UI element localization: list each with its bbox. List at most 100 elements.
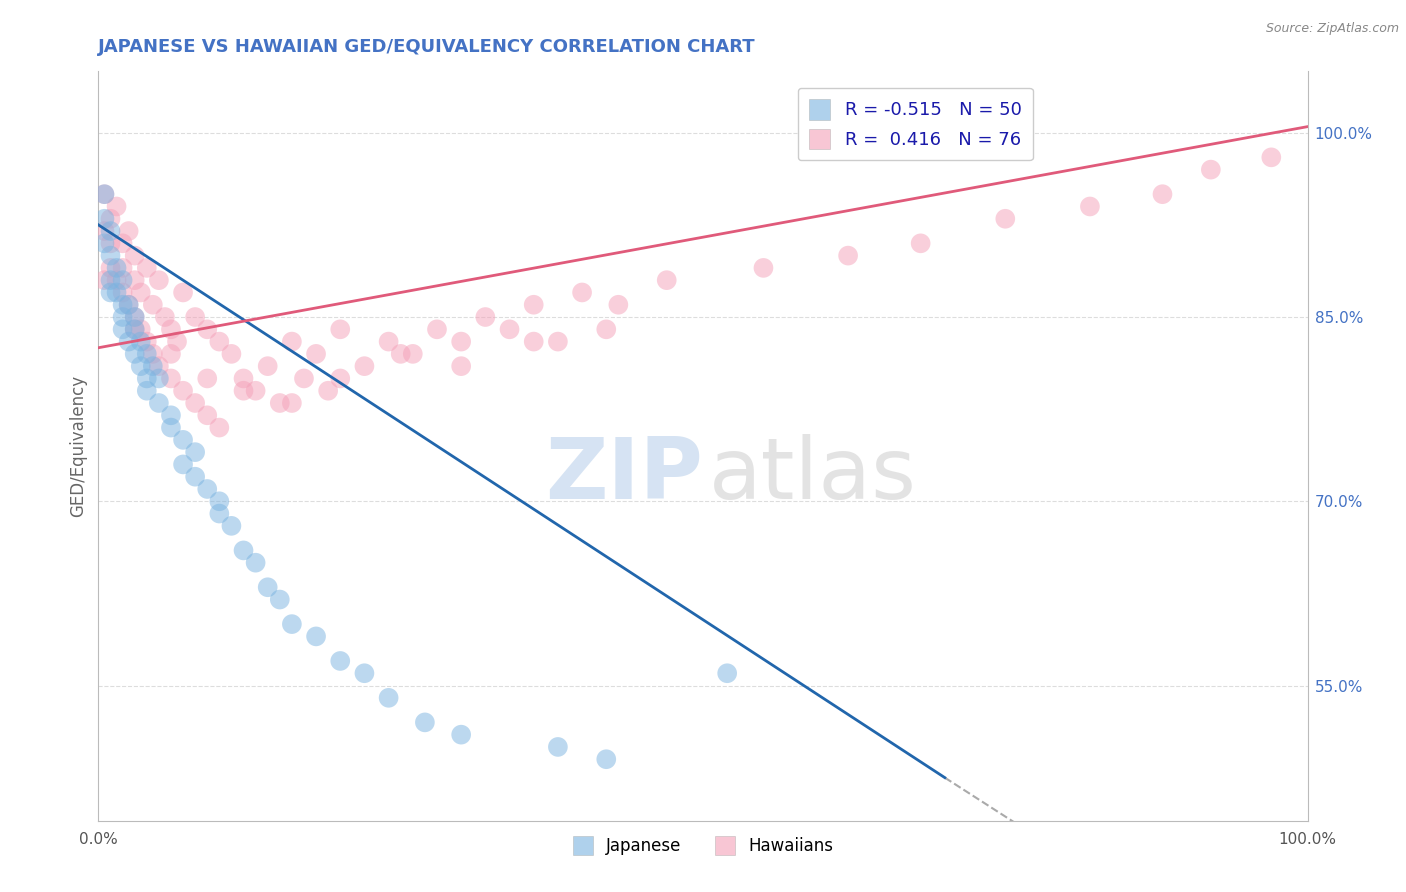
Point — [269, 396, 291, 410]
Point — [124, 310, 146, 324]
Point — [498, 322, 520, 336]
Point — [172, 384, 194, 398]
Point — [377, 690, 399, 705]
Point — [232, 543, 254, 558]
Point — [329, 322, 352, 336]
Point — [1078, 199, 1101, 213]
Point — [1260, 150, 1282, 164]
Point — [402, 347, 425, 361]
Point — [105, 285, 128, 300]
Point — [100, 249, 122, 263]
Point — [329, 654, 352, 668]
Point — [450, 359, 472, 373]
Point — [135, 260, 157, 275]
Point — [523, 298, 546, 312]
Point — [129, 334, 152, 349]
Point — [269, 592, 291, 607]
Point — [329, 371, 352, 385]
Point — [160, 347, 183, 361]
Y-axis label: GED/Equivalency: GED/Equivalency — [69, 375, 87, 517]
Point — [450, 334, 472, 349]
Point — [160, 371, 183, 385]
Point — [100, 224, 122, 238]
Point — [111, 236, 134, 251]
Point — [111, 285, 134, 300]
Point — [93, 211, 115, 226]
Point — [184, 469, 207, 483]
Point — [474, 310, 496, 324]
Point — [232, 384, 254, 398]
Point — [281, 334, 304, 349]
Point — [124, 322, 146, 336]
Point — [655, 273, 678, 287]
Point — [208, 420, 231, 434]
Point — [208, 507, 231, 521]
Point — [148, 359, 170, 373]
Point — [184, 396, 207, 410]
Point — [148, 273, 170, 287]
Point — [124, 347, 146, 361]
Point — [118, 334, 141, 349]
Point — [837, 249, 859, 263]
Point — [184, 445, 207, 459]
Point — [124, 273, 146, 287]
Point — [129, 359, 152, 373]
Point — [547, 739, 569, 754]
Point — [118, 224, 141, 238]
Point — [595, 752, 617, 766]
Point — [523, 334, 546, 349]
Point — [93, 273, 115, 287]
Point — [607, 298, 630, 312]
Text: ZIP: ZIP — [546, 434, 703, 517]
Point — [195, 409, 218, 423]
Point — [172, 285, 194, 300]
Point — [172, 433, 194, 447]
Point — [124, 322, 146, 336]
Point — [245, 384, 267, 398]
Point — [1152, 187, 1174, 202]
Point — [93, 187, 115, 202]
Point — [135, 334, 157, 349]
Point — [450, 728, 472, 742]
Point — [135, 371, 157, 385]
Point — [105, 199, 128, 213]
Point — [281, 617, 304, 632]
Point — [292, 371, 315, 385]
Point — [716, 666, 738, 681]
Point — [195, 371, 218, 385]
Point — [100, 273, 122, 287]
Point — [426, 322, 449, 336]
Point — [100, 285, 122, 300]
Point — [105, 273, 128, 287]
Text: atlas: atlas — [709, 434, 917, 517]
Point — [111, 298, 134, 312]
Point — [195, 322, 218, 336]
Point — [547, 334, 569, 349]
Point — [377, 334, 399, 349]
Point — [245, 556, 267, 570]
Point — [160, 420, 183, 434]
Point — [994, 211, 1017, 226]
Point — [142, 347, 165, 361]
Point — [160, 409, 183, 423]
Point — [208, 334, 231, 349]
Text: Source: ZipAtlas.com: Source: ZipAtlas.com — [1265, 22, 1399, 36]
Point — [305, 347, 328, 361]
Point — [111, 260, 134, 275]
Point — [124, 310, 146, 324]
Point — [142, 359, 165, 373]
Point — [100, 236, 122, 251]
Point — [135, 384, 157, 398]
Point — [100, 211, 122, 226]
Point — [148, 371, 170, 385]
Point — [111, 322, 134, 336]
Point — [353, 359, 375, 373]
Point — [172, 458, 194, 472]
Point — [129, 322, 152, 336]
Point — [118, 298, 141, 312]
Point — [208, 494, 231, 508]
Point — [93, 236, 115, 251]
Point — [281, 396, 304, 410]
Point — [752, 260, 775, 275]
Point — [232, 371, 254, 385]
